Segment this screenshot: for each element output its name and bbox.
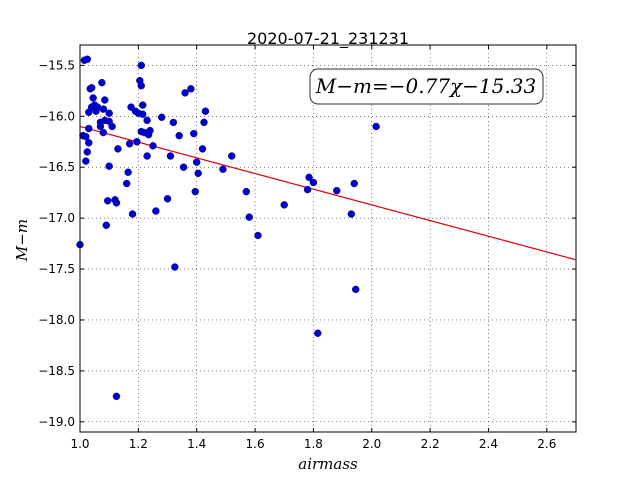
- data-point: [333, 186, 341, 195]
- data-point: [200, 118, 208, 127]
- data-point: [112, 392, 121, 401]
- fit-equation: M−m=−0.77χ−15.33: [315, 74, 536, 98]
- data-point: [169, 118, 178, 127]
- x-axis-label: airmass: [298, 455, 358, 473]
- data-point: [187, 85, 195, 93]
- x-axis-ticks: 1.0 1.2 1.4 1.6 1.8 2.0 2.2 2.4 2.6: [70, 45, 556, 451]
- y-tick-label: −17.0: [38, 211, 75, 225]
- fit-line: [79, 125, 577, 261]
- x-tick-label: 2.4: [479, 437, 498, 451]
- plot-frame: [79, 44, 577, 433]
- data-point: [179, 163, 188, 171]
- data-point: [125, 140, 134, 148]
- x-tick-label: 1.4: [187, 437, 206, 451]
- data-point: [99, 105, 108, 113]
- data-point: [198, 145, 207, 153]
- data-point: [112, 199, 121, 207]
- x-tick-label: 1.0: [70, 437, 89, 451]
- y-tick-label: −16.5: [38, 160, 75, 174]
- y-tick-label: −18.0: [38, 313, 75, 327]
- data-point: [137, 61, 145, 70]
- data-point: [99, 128, 108, 137]
- y-axis-ticks: −15.5 −16.0 −16.5 −17.0 −17.5 −18.0 −18.5 −19.0: [38, 58, 576, 429]
- data-point: [82, 132, 90, 141]
- data-point: [347, 210, 356, 218]
- data-point: [175, 131, 183, 140]
- data-point: [105, 109, 113, 117]
- data-point: [219, 165, 227, 173]
- fit-equation-box: M−m=−0.77χ−15.33: [309, 68, 544, 105]
- data-point: [85, 124, 93, 133]
- data-point: [228, 152, 236, 160]
- data-point: [201, 107, 210, 115]
- data-point: [152, 207, 160, 215]
- data-point: [149, 142, 157, 150]
- data-point: [163, 195, 172, 203]
- x-tick-label: 1.8: [304, 437, 323, 451]
- data-point: [124, 168, 132, 177]
- data-point: [305, 173, 313, 182]
- data-point: [303, 185, 312, 194]
- data-point: [82, 157, 90, 165]
- data-point: [98, 78, 106, 87]
- y-tick-label: −19.0: [38, 415, 75, 429]
- data-point: [102, 221, 110, 229]
- x-tick-label: 1.6: [246, 437, 265, 451]
- data-point: [314, 329, 322, 337]
- chart-title: 2020-07-21_231231: [247, 29, 409, 49]
- data-point: [245, 213, 253, 221]
- data-point: [139, 110, 147, 118]
- data-point: [114, 145, 122, 153]
- data-point: [166, 152, 175, 160]
- data-point: [133, 138, 141, 146]
- y-tick-label: −15.5: [38, 58, 75, 72]
- data-point: [139, 101, 147, 109]
- fit-equation-box-frame: [309, 68, 544, 105]
- data-point: [146, 126, 154, 135]
- x-tick-label: 2.6: [537, 437, 556, 451]
- data-point: [190, 129, 198, 138]
- data-point: [137, 82, 145, 90]
- data-point: [157, 113, 166, 122]
- data-points: [76, 55, 380, 401]
- data-point: [105, 162, 113, 170]
- data-point: [122, 179, 131, 188]
- data-point: [85, 139, 93, 147]
- y-axis-label: M−m: [13, 219, 31, 262]
- data-point: [143, 116, 151, 125]
- x-tick-label: 2.0: [362, 437, 381, 451]
- data-point: [191, 187, 199, 196]
- data-point: [96, 122, 105, 131]
- data-point: [350, 179, 358, 188]
- data-point: [87, 84, 96, 92]
- data-point: [352, 285, 360, 294]
- fit-line-group: [79, 125, 577, 261]
- data-point: [143, 152, 151, 160]
- data-point: [194, 169, 202, 178]
- data-point: [309, 178, 318, 187]
- data-point: [372, 122, 380, 131]
- data-point: [280, 201, 288, 209]
- y-tick-label: −18.5: [38, 364, 75, 378]
- data-point: [254, 231, 262, 240]
- data-point: [101, 96, 109, 104]
- data-point: [89, 94, 97, 102]
- data-point: [128, 210, 137, 218]
- data-point: [193, 158, 201, 166]
- data-point: [83, 55, 91, 63]
- data-point: [108, 122, 116, 131]
- y-tick-label: −17.5: [38, 262, 75, 276]
- x-tick-label: 1.2: [129, 437, 148, 451]
- data-point: [242, 187, 251, 196]
- data-point: [104, 197, 112, 205]
- x-tick-label: 2.2: [421, 437, 440, 451]
- data-point: [171, 263, 179, 271]
- y-tick-label: −16.0: [38, 109, 75, 123]
- data-point: [83, 148, 91, 156]
- data-point: [181, 89, 189, 97]
